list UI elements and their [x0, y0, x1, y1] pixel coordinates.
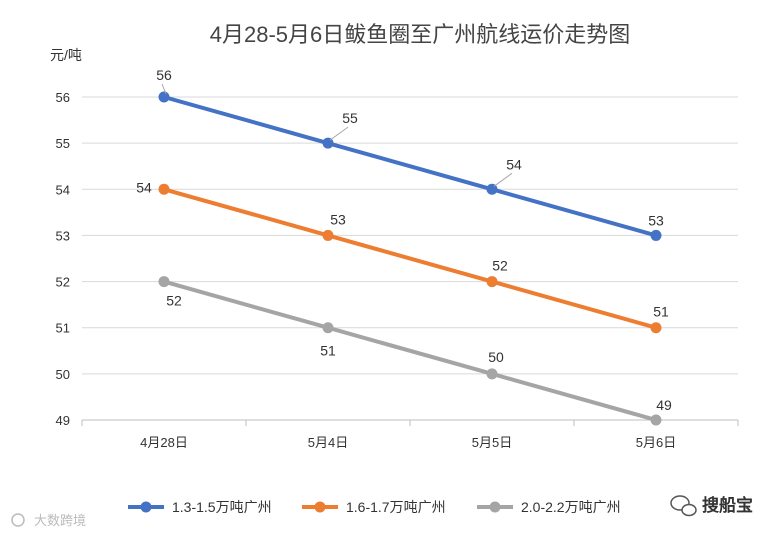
chart-title: 4月28-5月6日鲅鱼圈至广州航线运价走势图 [210, 22, 631, 47]
data-point [158, 91, 170, 103]
series-group: 56 55 54 53 54 53 52 51 52 51 50 49 [136, 67, 672, 426]
series-line [162, 187, 658, 330]
data-label: 56 [156, 67, 172, 83]
legend-swatch-marker [140, 501, 152, 513]
data-point [486, 183, 498, 195]
data-label: 54 [136, 179, 152, 195]
data-label: 54 [506, 156, 522, 172]
data-point [486, 276, 498, 288]
y-tick-label: 53 [56, 228, 70, 243]
gridlines [82, 96, 738, 375]
data-label: 51 [320, 343, 336, 359]
x-tick-label: 5月5日 [472, 435, 512, 450]
x-axis: 4月28日 5月4日 5月5日 5月6日 [81, 419, 739, 450]
data-point [322, 229, 334, 241]
data-label: 49 [656, 397, 672, 413]
legend-item: 1.3-1.5万吨广州 [128, 499, 272, 515]
y-axis-ticks: 49 50 51 52 53 54 55 56 [56, 90, 70, 428]
data-label: 52 [166, 293, 182, 309]
data-label: 52 [492, 258, 508, 274]
x-tick-label: 4月28日 [140, 435, 188, 450]
x-tick-label: 5月6日 [636, 435, 676, 450]
brand-name: 搜船宝 [702, 495, 753, 515]
data-label: 55 [342, 110, 358, 126]
brand: 搜船宝 [670, 495, 753, 517]
data-point [650, 414, 662, 426]
watermark-logo-icon [11, 513, 25, 527]
legend-swatch-marker [314, 501, 326, 513]
x-tick-label: 5月4日 [308, 435, 348, 450]
series-2: 54 53 52 51 [136, 179, 669, 334]
y-tick-label: 55 [56, 136, 70, 151]
label-leader-line [493, 172, 513, 187]
data-label: 53 [330, 211, 346, 227]
y-tick-label: 52 [56, 275, 70, 290]
legend-label: 1.6-1.7万吨广州 [346, 499, 446, 515]
watermark-text: 大数跨境 [34, 513, 86, 528]
data-label: 50 [488, 349, 504, 365]
label-leader-line [161, 83, 167, 95]
series-3: 52 51 50 49 [158, 276, 672, 426]
data-point [486, 368, 498, 380]
data-point [322, 137, 334, 149]
y-tick-label: 49 [56, 413, 70, 428]
series-1: 56 55 54 53 [156, 67, 664, 241]
legend-item: 1.6-1.7万吨广州 [302, 499, 446, 515]
series-line [162, 95, 658, 238]
y-axis-unit: 元/吨 [50, 47, 82, 63]
wechat-icon [670, 495, 697, 517]
series-line [162, 279, 658, 422]
legend-label: 2.0-2.2万吨广州 [521, 499, 621, 515]
legend: 1.3-1.5万吨广州 1.6-1.7万吨广州 2.0-2.2万吨广州 [128, 499, 621, 515]
data-point [158, 183, 170, 195]
data-point [158, 276, 170, 288]
y-tick-label: 50 [56, 367, 70, 382]
data-label: 51 [653, 304, 669, 320]
legend-item: 2.0-2.2万吨广州 [477, 499, 621, 515]
data-point [322, 322, 334, 334]
data-point [650, 229, 662, 241]
y-tick-label: 56 [56, 90, 70, 105]
data-label: 53 [648, 212, 664, 228]
legend-label: 1.3-1.5万吨广州 [172, 499, 272, 515]
label-leader-line [329, 126, 349, 141]
y-tick-label: 54 [56, 182, 70, 197]
legend-swatch-marker [489, 501, 501, 513]
data-point [650, 322, 662, 334]
y-tick-label: 51 [56, 321, 70, 336]
watermark: 大数跨境 [11, 513, 86, 528]
